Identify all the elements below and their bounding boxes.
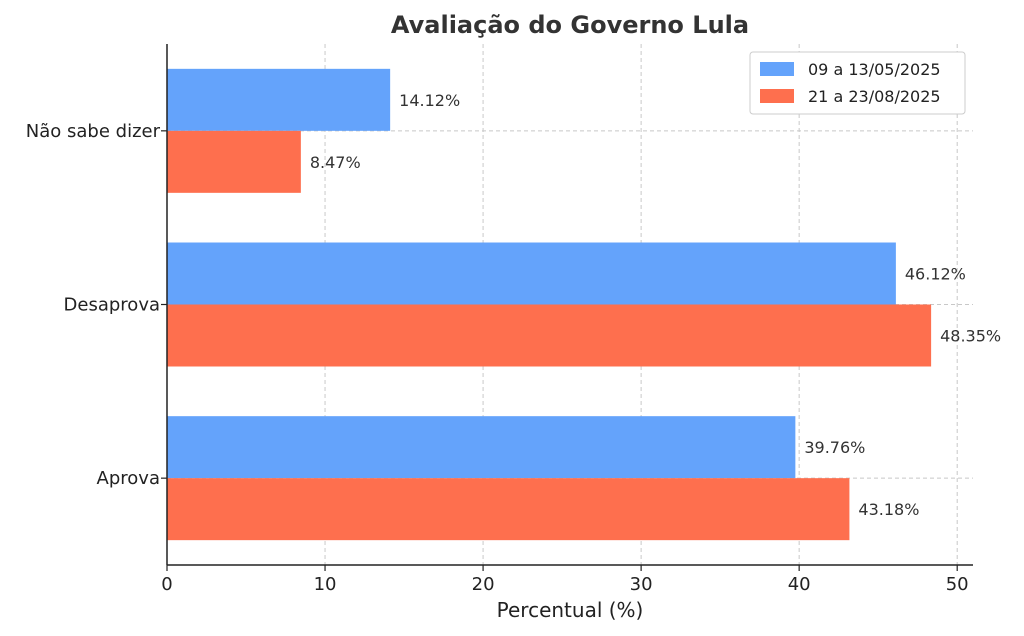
legend-swatch xyxy=(760,62,794,76)
bar xyxy=(167,130,301,193)
legend-label: 09 a 13/05/2025 xyxy=(808,60,941,79)
category-labels: Não sabe dizer Desaprova Aprova xyxy=(26,121,167,489)
x-tick-label: 50 xyxy=(946,574,969,595)
legend: 09 a 13/05/2025 21 a 23/08/2025 xyxy=(749,51,966,115)
bar-value-label: 14.12% xyxy=(399,91,460,110)
bar xyxy=(167,304,932,367)
x-tick-label: 40 xyxy=(788,574,811,595)
category-label: Aprova xyxy=(97,468,160,489)
x-axis-label: Percentual (%) xyxy=(497,598,644,622)
bar xyxy=(167,416,796,479)
bar xyxy=(167,68,391,131)
bar xyxy=(167,478,850,541)
bar xyxy=(167,242,896,305)
category-label: Não sabe dizer xyxy=(26,121,161,142)
data-labels: 14.12% 8.47% 46.12% 48.35% 39.76% 43.18% xyxy=(310,91,1001,519)
bar-value-label: 39.76% xyxy=(804,438,865,457)
legend-swatch xyxy=(760,89,794,103)
x-tick-label: 20 xyxy=(472,574,495,595)
x-tick-label: 0 xyxy=(161,574,172,595)
category-label: Desaprova xyxy=(64,295,160,316)
x-tick-label: 30 xyxy=(630,574,653,595)
legend-label: 21 a 23/08/2025 xyxy=(808,87,941,106)
bar-value-label: 43.18% xyxy=(858,500,919,519)
legend-box xyxy=(749,51,966,115)
bar-value-label: 8.47% xyxy=(310,153,361,172)
bar-value-label: 46.12% xyxy=(905,265,966,284)
bar-value-label: 48.35% xyxy=(940,327,1001,346)
bars xyxy=(167,68,932,541)
x-tick-label: 10 xyxy=(314,574,337,595)
x-ticks: 0 10 20 30 40 50 xyxy=(161,565,969,595)
chart-title: Avaliação do Governo Lula xyxy=(391,11,749,39)
